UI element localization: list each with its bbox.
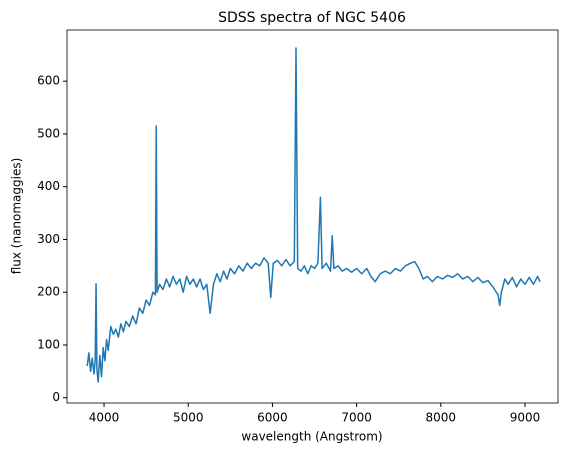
y-axis-label: flux (nanomaggies) bbox=[10, 158, 24, 275]
y-tick-label: 500 bbox=[37, 126, 60, 140]
x-axis-label: wavelength (Angstrom) bbox=[241, 430, 382, 444]
y-tick-label: 100 bbox=[37, 337, 60, 351]
y-tick-label: 400 bbox=[37, 179, 60, 193]
x-tick-label: 5000 bbox=[173, 411, 204, 425]
y-tick-label: 600 bbox=[37, 74, 60, 88]
plot-frame bbox=[66, 29, 559, 404]
x-tick-label: 6000 bbox=[257, 411, 288, 425]
y-tick-label: 0 bbox=[52, 390, 60, 404]
x-tick-label: 4000 bbox=[89, 411, 120, 425]
x-tick-label: 8000 bbox=[426, 411, 457, 425]
x-tick-label: 9000 bbox=[510, 411, 541, 425]
x-tick-label: 7000 bbox=[341, 411, 372, 425]
y-tick-label: 300 bbox=[37, 232, 60, 246]
chart-title: SDSS spectra of NGC 5406 bbox=[218, 10, 406, 26]
spectrum-line bbox=[86, 47, 541, 383]
y-tick-label: 200 bbox=[37, 285, 60, 299]
